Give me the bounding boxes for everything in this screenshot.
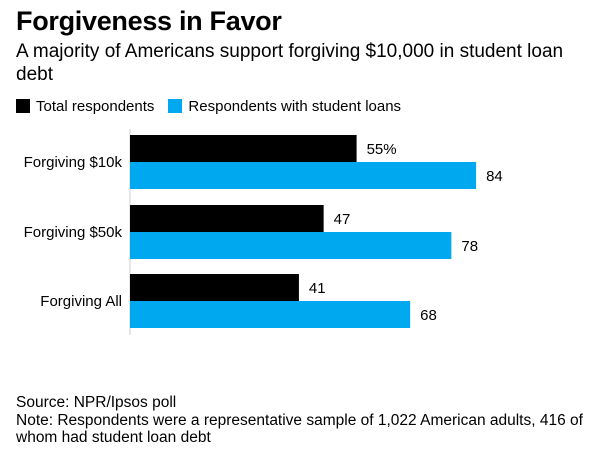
category-label: Forgiving $10k: [24, 154, 123, 171]
bar-total: [130, 274, 299, 301]
legend: Total respondents Respondents with stude…: [16, 97, 415, 115]
bar-loans: [130, 301, 411, 328]
chart-subtitle: A majority of Americans support forgivin…: [16, 41, 564, 85]
legend-swatch-loans: [168, 99, 183, 113]
data-label: 84: [486, 168, 503, 185]
legend-label-loans: Respondents with student loans: [188, 97, 402, 115]
data-label: 41: [309, 280, 326, 297]
legend-swatch-total: [16, 99, 30, 113]
data-label: 78: [461, 238, 478, 255]
source-text: Source: NPR/Ipsos poll: [16, 394, 177, 411]
legend-label-total: Total respondents: [36, 97, 155, 115]
footer: Source: NPR/Ipsos poll Note: Respondents…: [16, 394, 596, 447]
bar-loans: [130, 232, 452, 259]
data-label: 55%: [367, 141, 397, 158]
data-label: 68: [420, 307, 437, 324]
category-label: Forgiving $50k: [24, 224, 123, 241]
bar-chart: Forgiving $10k 55% 84 Forgiving $50k 47 78 For…: [24, 129, 503, 335]
category-label: Forgiving All: [40, 293, 122, 310]
legend-item-total: Total respondents: [16, 98, 154, 115]
bar-loans: [130, 162, 477, 189]
note-text: Note: Respondents were a representative …: [16, 411, 583, 447]
bar-total: [130, 205, 324, 232]
data-label: 47: [334, 211, 351, 228]
chart-title: Forgiveness in Favor: [16, 6, 282, 36]
bar-total: [130, 135, 357, 162]
legend-item-loans: Respondents with student loans: [168, 98, 401, 115]
